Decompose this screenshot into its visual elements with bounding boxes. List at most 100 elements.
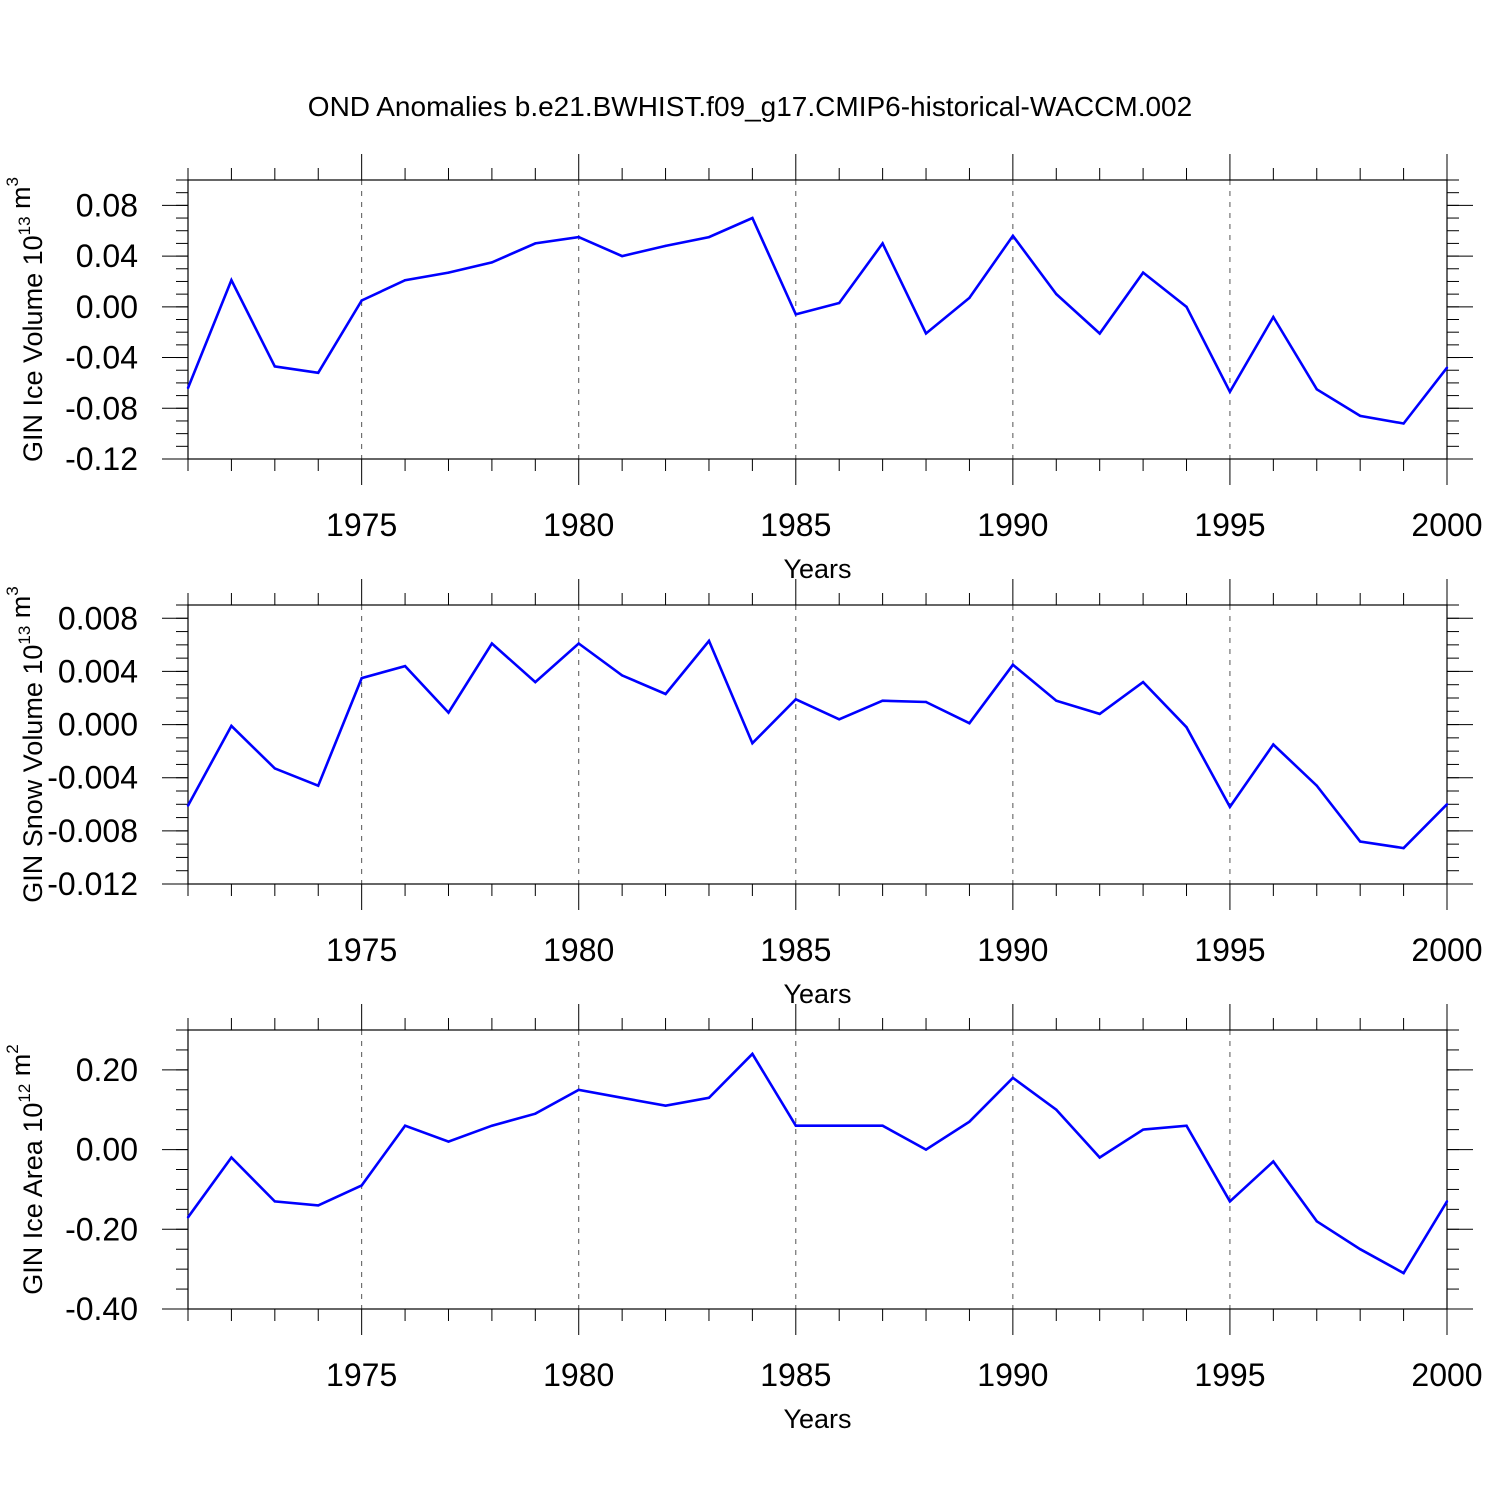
y-tick-label: 0.08 — [76, 187, 138, 223]
data-point — [1011, 234, 1015, 237]
y-tick-label: -0.40 — [65, 1291, 138, 1327]
data-point — [1315, 784, 1318, 787]
data-point — [1055, 292, 1058, 296]
data-point — [577, 642, 580, 645]
y-tick-label: 0.004 — [58, 653, 138, 689]
x-tick-label: 1975 — [326, 932, 397, 968]
y-tick-label: 0.008 — [58, 600, 138, 636]
data-point — [1315, 388, 1318, 391]
x-tick-label: 1995 — [1194, 932, 1265, 968]
y-axis-label: GIN Snow Volume 1013 m3 — [3, 586, 48, 903]
data-point — [1055, 1108, 1058, 1111]
data-point — [1272, 1160, 1275, 1163]
data-point — [1358, 840, 1362, 843]
data-point — [794, 1124, 797, 1127]
data-point — [1141, 271, 1145, 274]
data-point — [838, 718, 841, 721]
data-point — [1445, 366, 1449, 369]
y-tick-label: -0.08 — [65, 390, 138, 426]
data-point — [1098, 332, 1101, 335]
data-point — [924, 1148, 928, 1151]
series-line — [186, 638, 1448, 850]
data-point — [968, 296, 971, 300]
panel-2: -0.012 -0.008 -0.004 0.000 0.004 0.008 1975 198… — [3, 579, 1483, 1009]
series-line — [186, 1051, 1449, 1275]
data-point — [1445, 803, 1449, 806]
data-point — [1402, 846, 1405, 850]
data-point — [1011, 663, 1015, 666]
data-point — [1358, 414, 1362, 418]
x-axis-label: Years — [783, 554, 851, 584]
data-point — [881, 242, 884, 245]
data-point — [447, 711, 450, 714]
data-point — [664, 692, 667, 696]
data-point — [838, 1124, 841, 1127]
x-tick-label: 1990 — [977, 507, 1048, 543]
data-point — [230, 278, 233, 282]
data-point — [1445, 1200, 1449, 1203]
data-point — [317, 1204, 320, 1207]
chart-title: OND Anomalies b.e21.BWHIST.f09_g17.CMIP6… — [308, 91, 1192, 122]
x-tick-label: 1980 — [543, 932, 614, 968]
y-tick-label: 0.00 — [76, 1132, 138, 1168]
data-point — [620, 254, 624, 258]
data-point — [534, 1112, 537, 1115]
x-axis-label: Years — [783, 979, 851, 1009]
y-tick-label: -0.12 — [65, 441, 138, 477]
data-point — [664, 1104, 667, 1107]
x-tick-label: 1980 — [543, 507, 614, 543]
data-point — [1228, 805, 1232, 809]
data-point — [490, 261, 494, 264]
data-point — [577, 1088, 580, 1091]
data-point — [620, 674, 624, 677]
data-point — [968, 1120, 971, 1123]
y-tick-label: 0.20 — [76, 1052, 138, 1088]
y-tick-label: -0.20 — [65, 1211, 138, 1247]
data-point — [751, 216, 754, 220]
data-point — [881, 699, 884, 702]
data-point — [534, 680, 537, 684]
data-point — [1185, 1124, 1188, 1127]
y-tick-label: 0.000 — [58, 707, 138, 743]
x-tick-label: 1995 — [1194, 1357, 1265, 1393]
data-point — [838, 301, 841, 305]
data-point — [1402, 422, 1405, 425]
data-point — [273, 767, 277, 770]
data-point — [273, 365, 277, 368]
data-point — [273, 1200, 277, 1203]
data-point — [186, 386, 190, 390]
data-point — [1228, 1200, 1232, 1203]
data-point — [1098, 1156, 1101, 1159]
data-point — [751, 1052, 754, 1056]
y-tick-label: -0.012 — [47, 866, 138, 902]
plot-frame — [187, 179, 1448, 460]
x-tick-label: 1990 — [977, 1357, 1048, 1393]
y-tick-label: -0.04 — [65, 340, 138, 376]
x-tick-label: 1995 — [1194, 507, 1265, 543]
x-tick-label: 1975 — [326, 1357, 397, 1393]
y-axis-label: GIN Ice Area 1012 m2 — [3, 1044, 48, 1295]
x-axis-label: Years — [783, 1404, 851, 1434]
data-point — [1185, 726, 1188, 729]
data-point — [186, 804, 190, 807]
data-point — [317, 784, 320, 787]
data-point — [490, 642, 494, 645]
plot-frame — [187, 1029, 1448, 1310]
data-point — [403, 278, 407, 282]
data-point — [447, 1140, 450, 1143]
data-point — [1141, 1128, 1145, 1131]
data-point — [1272, 743, 1275, 746]
series-line — [186, 216, 1449, 425]
data-point — [664, 244, 667, 248]
plot-frame — [187, 604, 1448, 885]
data-point — [360, 676, 363, 680]
data-point — [490, 1124, 494, 1127]
data-point — [360, 1184, 363, 1187]
data-point — [1228, 390, 1232, 393]
y-tick-label: -0.008 — [47, 813, 138, 849]
data-point — [968, 722, 971, 725]
data-point — [1055, 699, 1058, 702]
x-tick-label: 1990 — [977, 932, 1048, 968]
data-point — [1358, 1248, 1362, 1251]
